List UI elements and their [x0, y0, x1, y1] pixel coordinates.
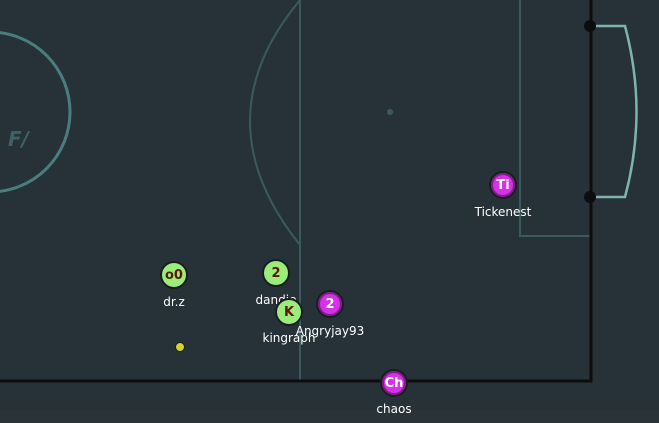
- center-circle: [0, 31, 72, 193]
- player-o0[interactable]: o0: [160, 261, 188, 289]
- goal-post-bottom: [584, 191, 596, 203]
- player-avatar: Ti: [496, 177, 510, 193]
- player-avatar: 2: [271, 265, 281, 281]
- player-avatar: 2: [325, 296, 335, 312]
- center-logo: F/: [8, 127, 31, 151]
- player-kingraph[interactable]: K: [275, 298, 303, 326]
- ball: [175, 342, 185, 352]
- player-name-tickenest: Tickenest: [474, 205, 532, 219]
- player-tickenest[interactable]: Ti: [489, 171, 517, 199]
- player-angryjay93[interactable]: 2: [316, 290, 344, 318]
- player-chaos[interactable]: Ch: [380, 369, 408, 397]
- player-avatar: K: [283, 304, 295, 320]
- player-name-dr-z: dr.z: [163, 295, 185, 309]
- goal-post-top: [584, 20, 596, 32]
- player-dandie[interactable]: 2: [262, 259, 290, 287]
- penalty-arc: [249, 0, 301, 246]
- goal-net: [590, 24, 638, 199]
- goal-box: [519, 0, 590, 237]
- penalty-spot: [387, 109, 393, 115]
- field-boundary: [0, 0, 593, 383]
- player-avatar: Ch: [384, 375, 404, 391]
- player-name-chaos: chaos: [376, 402, 412, 416]
- player-name-kingraph: kingraph: [262, 331, 316, 345]
- player-name-angryjay93: Angryjay93: [295, 324, 365, 338]
- field-outer-band: [0, 410, 659, 423]
- player-avatar: o0: [165, 267, 183, 283]
